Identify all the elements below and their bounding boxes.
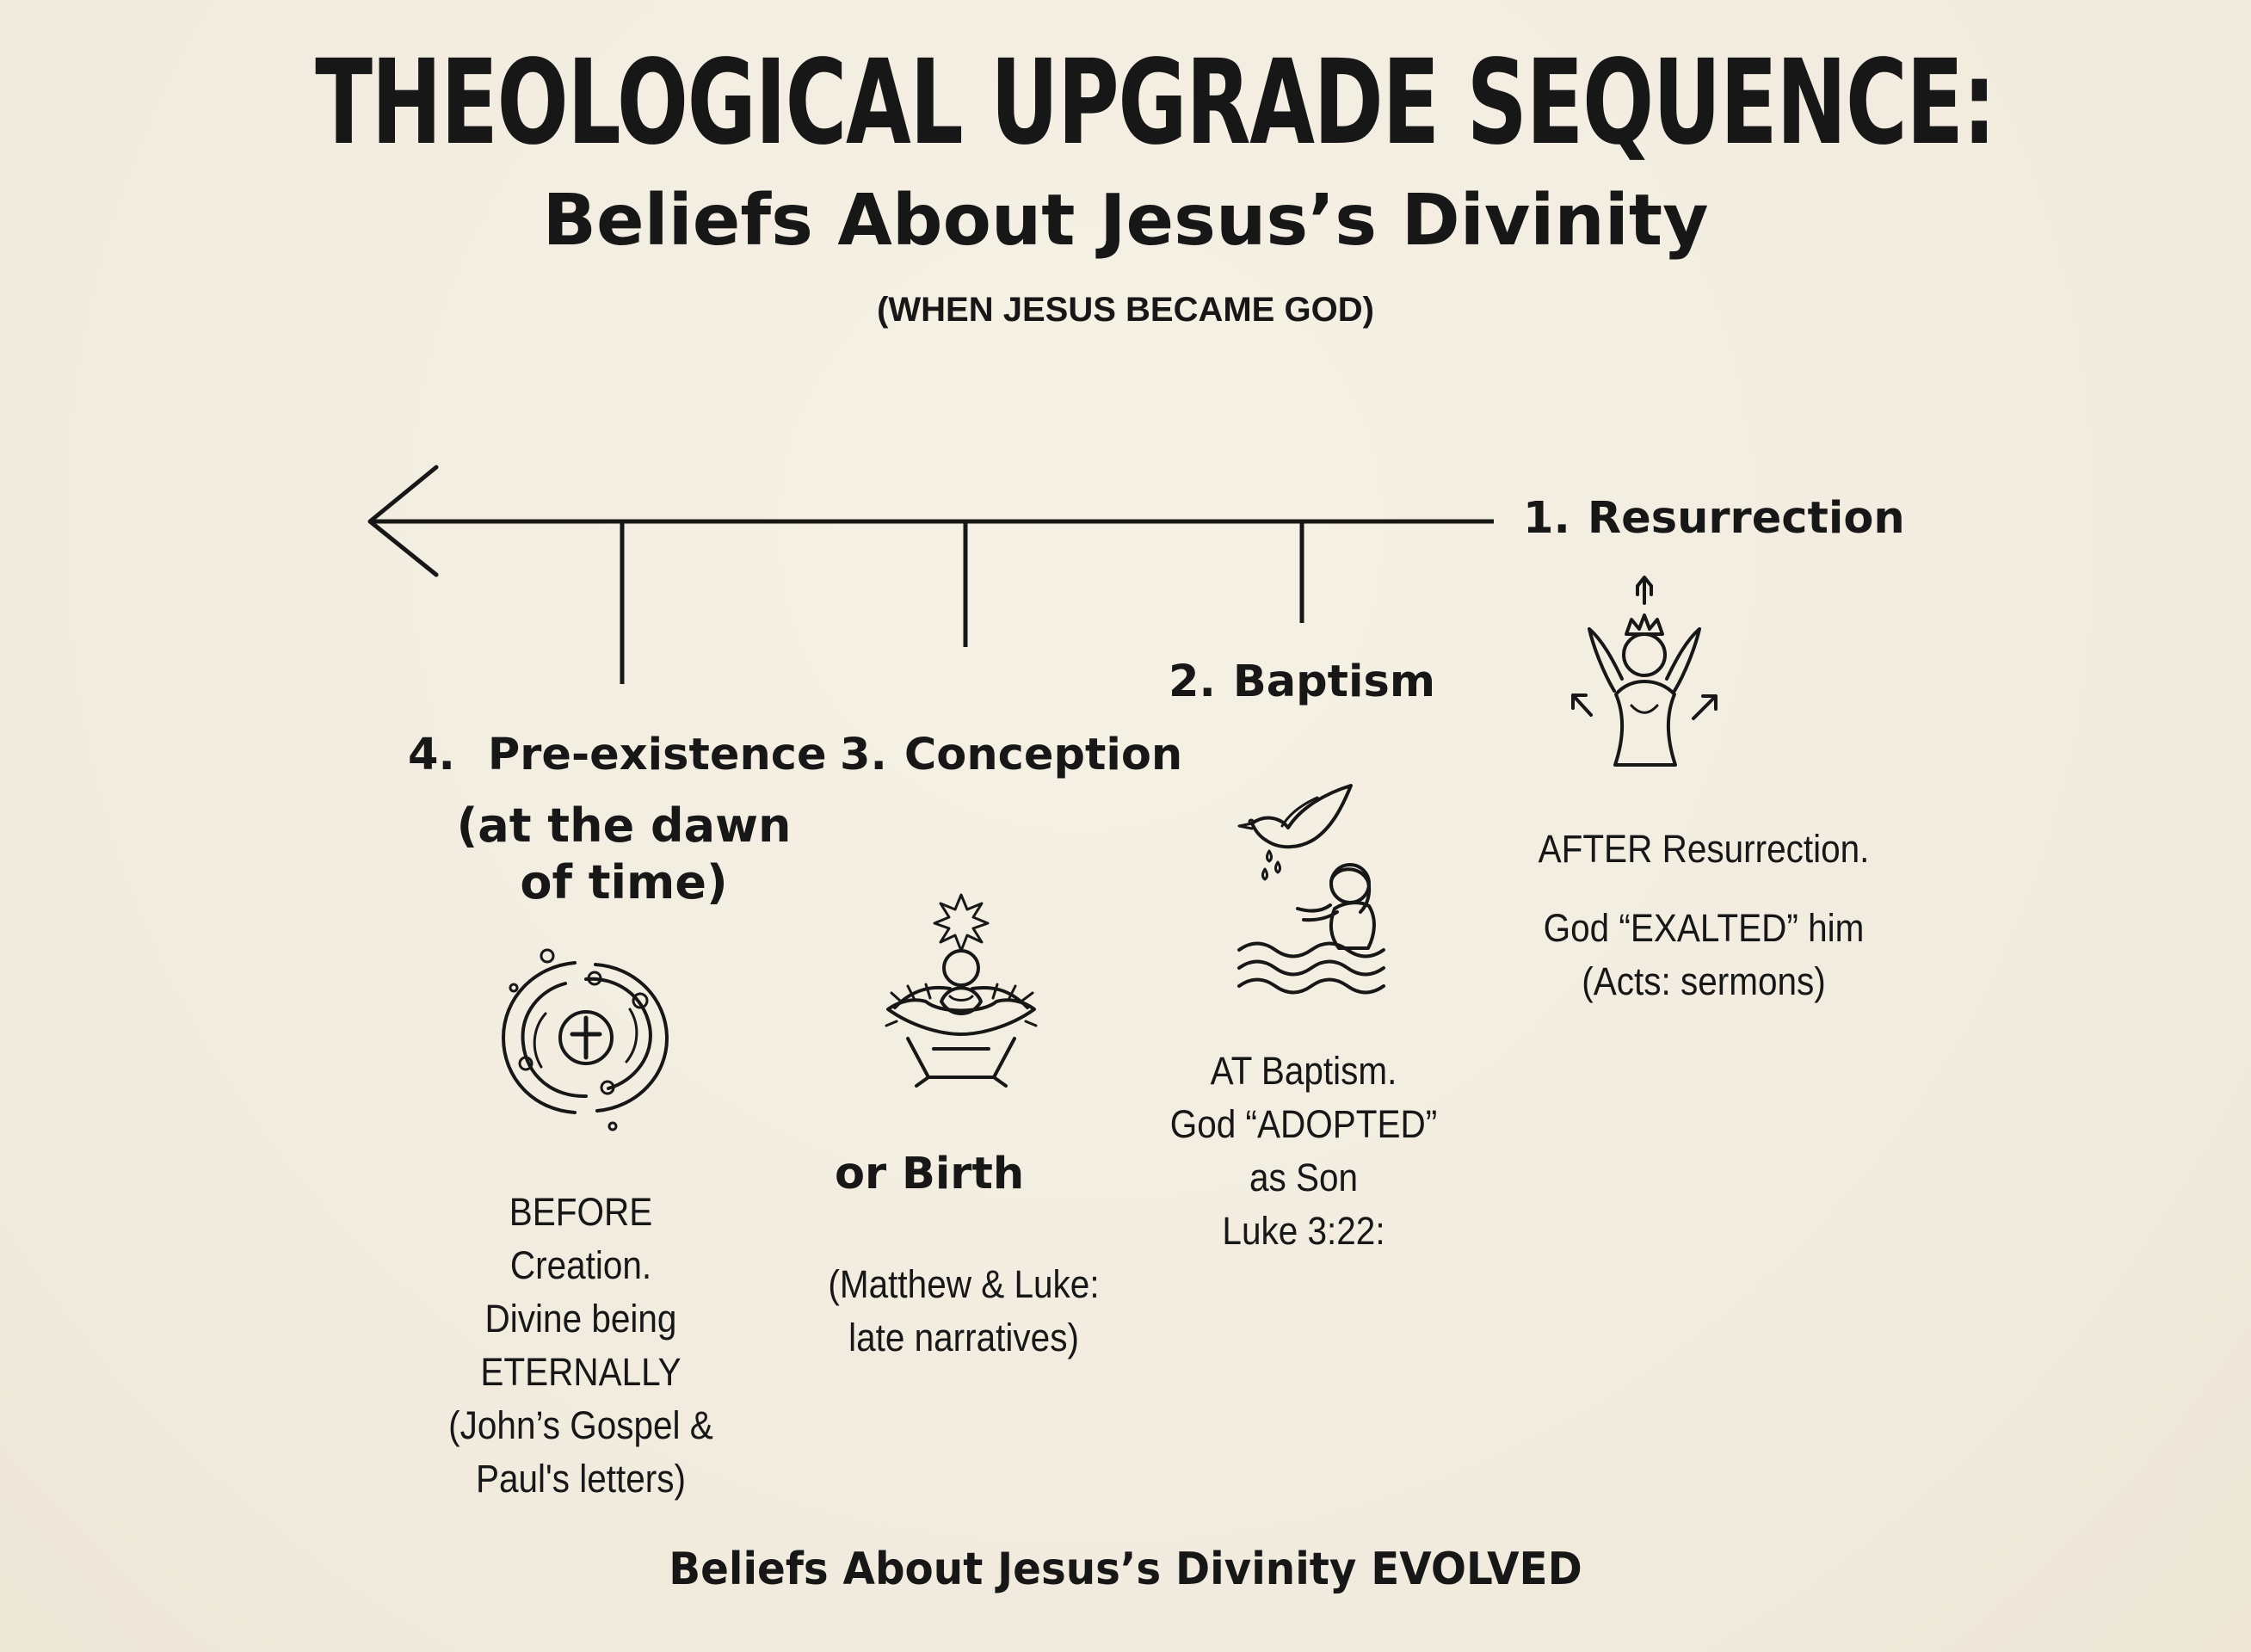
- stage-1-line-1: AFTER Resurrection.: [1538, 827, 1870, 871]
- stage-2-line-2: God “ADOPTED”: [1169, 1102, 1438, 1146]
- manger-star-icon: [879, 893, 1043, 1088]
- stage-4-line-3: Divine being: [484, 1297, 677, 1341]
- stage-4-subtitle: (at the dawn of time): [447, 798, 800, 911]
- page-subtitle: Beliefs About Jesus’s Divinity: [542, 180, 1709, 262]
- stage-1-line-3: (Acts: sermons): [1582, 959, 1826, 1003]
- stage-4-line-2: Creation.: [509, 1243, 652, 1287]
- stage-1-title: Resurrection: [1587, 493, 1905, 544]
- stage-4-number: 4.: [408, 730, 455, 780]
- stage-3-number: 3.: [840, 730, 887, 780]
- stage-4-line-6: Paul's letters): [475, 1457, 687, 1501]
- stage-1-heading: 1. Resurrection: [1523, 492, 1905, 545]
- stage-1-description: AFTER Resurrection. God “EXALTED” him (A…: [1502, 823, 1905, 1008]
- stage-3-alternate: or Birth: [835, 1149, 1025, 1199]
- dove-baptism-icon: [1230, 779, 1394, 995]
- stage-2-heading: 2. Baptism: [1169, 656, 1435, 708]
- stage-1-line-2: God “EXALTED” him: [1543, 906, 1865, 950]
- stage-4-line-4: ETERNALLY: [480, 1350, 681, 1394]
- bottom-caption: Beliefs About Jesus’s Divinity EVOLVED: [669, 1544, 1582, 1595]
- stage-4-title: Pre-existence: [487, 730, 827, 780]
- stage-4-line-1: BEFORE: [509, 1190, 653, 1234]
- stage-4-line-5: (John’s Gospel &: [448, 1403, 713, 1447]
- stage-2-description: AT Baptism. God “ADOPTED” as Son Luke 3:…: [1130, 1045, 1478, 1258]
- stage-3-title: Conception: [903, 730, 1183, 780]
- stage-4-subtitle-line-2: of time): [520, 855, 728, 909]
- stage-3-description: (Matthew & Luke: late narratives): [793, 1258, 1134, 1365]
- stage-2-number: 2.: [1169, 656, 1216, 707]
- stage-3-line-1: (Matthew & Luke:: [828, 1262, 1100, 1306]
- stage-2-title: Baptism: [1232, 656, 1436, 707]
- page-parenthetical: (WHEN JESUS BECAME GOD): [877, 291, 1374, 329]
- stage-3-line-2: late narratives): [848, 1316, 1079, 1359]
- page-title: THEOLOGICAL UPGRADE SEQUENCE:: [315, 35, 1996, 171]
- stage-2-line-1: AT Baptism.: [1210, 1049, 1397, 1093]
- stage-3-heading: 3. Conception: [840, 729, 1182, 781]
- timeline-arrowhead: [367, 465, 439, 577]
- stage-4-subtitle-line-1: (at the dawn: [456, 798, 792, 853]
- stage-4-description: BEFORE Creation. Divine being ETERNALLY …: [410, 1186, 751, 1506]
- stage-1-number: 1.: [1523, 493, 1570, 544]
- exalted-figure-icon: [1552, 570, 1733, 781]
- cosmic-cross-icon: [490, 948, 680, 1134]
- stage-2-line-4: Luke 3:22:: [1222, 1209, 1385, 1253]
- stage-2-line-3: as Son: [1249, 1156, 1359, 1199]
- stage-4-heading: 4. Pre-existence: [408, 729, 827, 781]
